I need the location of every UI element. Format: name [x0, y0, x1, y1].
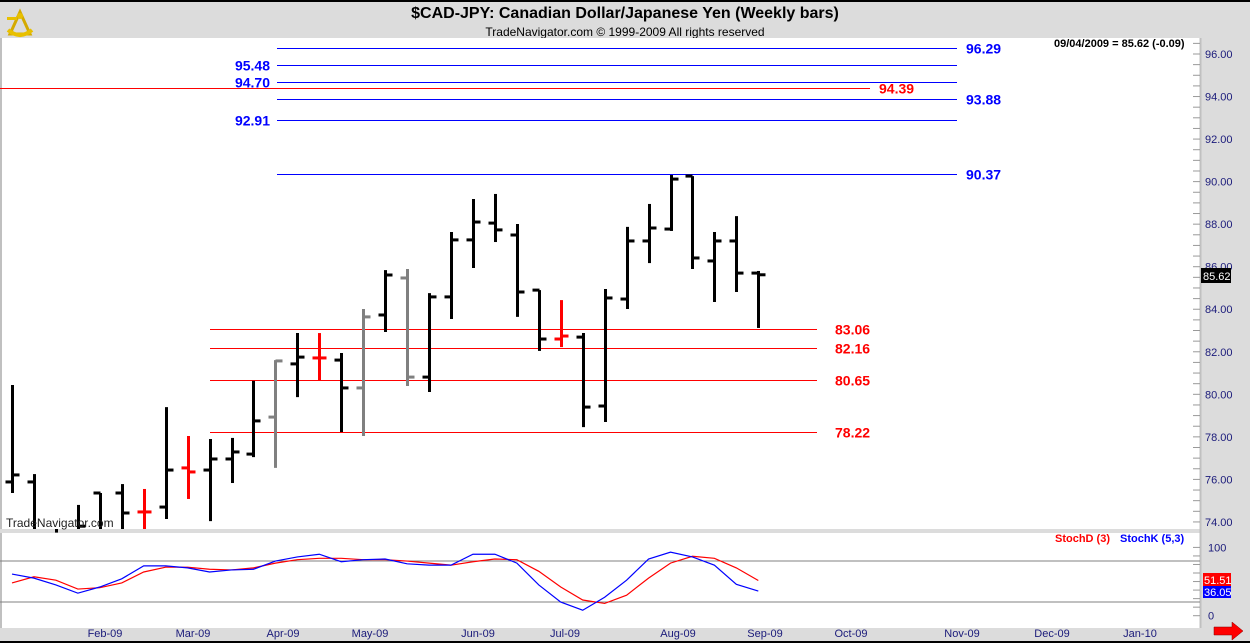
ohlc-bar [664, 175, 679, 231]
level-label: 94.39 [879, 81, 914, 97]
sextant-icon [6, 8, 34, 37]
y-tick-label: 74.00 [1205, 517, 1233, 529]
ohlc-bar [203, 438, 218, 522]
stoch-panel[interactable] [0, 533, 1200, 628]
ohlc-bar [400, 269, 415, 387]
ohlc-bar [159, 407, 174, 519]
ohlc-bar [554, 300, 569, 348]
scroll-right-arrow-icon[interactable] [1213, 621, 1244, 641]
x-tick-label: Dec-09 [1034, 628, 1069, 640]
stochd-line [11, 555, 759, 605]
level-label: 80.65 [835, 373, 870, 389]
x-tick-label: Sep-09 [747, 628, 782, 640]
stochd-value: 51.51 [1204, 575, 1232, 587]
ohlc-bar [466, 199, 481, 268]
ohlc-bar [576, 333, 591, 428]
level-label: 83.06 [835, 322, 870, 338]
ohlc-bar [290, 333, 305, 398]
x-tick-label: Nov-09 [944, 628, 979, 640]
price-readout: 09/04/2009 = 85.62 (-0.09) [1054, 38, 1185, 50]
x-tick-label: May-09 [352, 628, 389, 640]
y-tick-label: 84.00 [1205, 304, 1233, 316]
x-tick-label: Jun-09 [461, 628, 495, 640]
ohlc-bar [729, 216, 744, 293]
ohlc-bar [225, 437, 240, 484]
ohlc-bar [93, 491, 102, 529]
chart-header: $CAD-JPY: Canadian Dollar/Japanese Yen (… [0, 0, 1250, 39]
ohlc-bar [707, 232, 722, 303]
copyright-subtitle: TradeNavigator.com © 1999-2009 All right… [485, 25, 765, 39]
ohlc-bar [444, 232, 459, 320]
ohlc-bar [5, 384, 20, 494]
level-label: 90.37 [966, 167, 1001, 183]
ohlc-bar [137, 488, 152, 529]
last-price-box [1201, 268, 1231, 283]
price-panel[interactable] [0, 38, 1200, 529]
level-label: 93.88 [966, 92, 1001, 108]
stoch-y-tick: 0 [1208, 611, 1214, 623]
stochd-legend: StochD (3) [1055, 533, 1110, 545]
ohlc-bar [356, 309, 371, 437]
ohlc-bar [510, 223, 525, 317]
ohlc-bar [488, 193, 503, 243]
ohlc-bar [685, 174, 700, 270]
x-tick-label: Apr-09 [266, 628, 299, 640]
ohlc-bar [642, 203, 657, 264]
y-tick-label: 80.00 [1205, 389, 1233, 401]
ohlc-bar [268, 359, 283, 468]
stochk-legend: StochK (5,3) [1120, 533, 1185, 545]
ohlc-bar [334, 353, 349, 432]
y-tick-label: 78.00 [1205, 432, 1233, 444]
y-tick-label: 76.00 [1205, 474, 1233, 486]
x-tick-label: Mar-09 [176, 628, 211, 640]
y-tick-label: 92.00 [1205, 134, 1233, 146]
ohlc-bar [181, 436, 196, 499]
y-tick-label: 96.00 [1205, 49, 1233, 61]
last-price-label: 85.62 [1203, 271, 1231, 283]
stochk-value: 36.05 [1204, 587, 1232, 599]
ohlc-bar [598, 289, 613, 422]
y-tick-label: 94.00 [1205, 92, 1233, 104]
ohlc-bar [246, 380, 261, 458]
ohlc-bar [378, 270, 393, 332]
stochd-value-box [1203, 573, 1231, 586]
x-tick-label: Feb-09 [88, 628, 123, 640]
ohlc-bar [77, 504, 86, 529]
ohlc-bar [620, 226, 635, 310]
level-label: 78.22 [835, 425, 870, 441]
level-label: 95.48 [235, 58, 270, 74]
y-tick-label: 82.00 [1205, 347, 1233, 359]
x-tick-label: Oct-09 [834, 628, 867, 640]
ohlc-bar [312, 333, 327, 381]
stochk-value-box [1203, 586, 1231, 598]
ohlc-bar [27, 474, 36, 529]
watermark: TradeNavigator.com [6, 516, 114, 530]
x-tick-label: Jul-09 [550, 628, 580, 640]
y-tick-label: 88.00 [1205, 219, 1233, 231]
ohlc-bar [115, 484, 130, 529]
chart-title: $CAD-JPY: Canadian Dollar/Japanese Yen (… [411, 5, 839, 22]
level-label: 96.29 [966, 41, 1001, 57]
stochk-line [11, 551, 759, 611]
level-label: 94.70 [235, 75, 270, 91]
x-tick-label: Jan-10 [1123, 628, 1157, 640]
level-label: 92.91 [235, 113, 270, 129]
ohlc-bar [751, 270, 766, 328]
stoch-y-tick: 100 [1208, 542, 1226, 554]
ohlc-bar [422, 293, 437, 392]
ohlc-bar [532, 288, 547, 351]
y-tick-label: 90.00 [1205, 177, 1233, 189]
x-tick-label: Aug-09 [660, 628, 695, 640]
level-label: 82.16 [835, 341, 870, 357]
